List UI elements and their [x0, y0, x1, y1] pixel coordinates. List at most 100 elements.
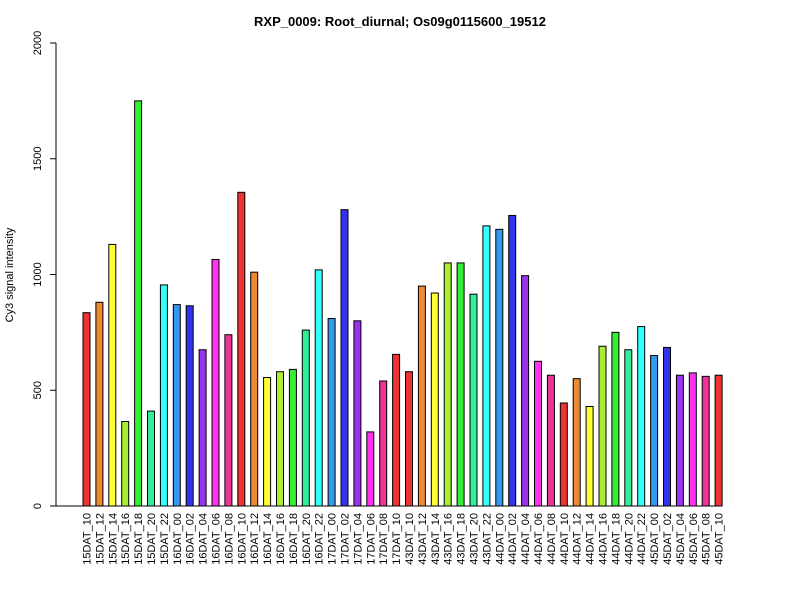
x-tick-label: 44DAT_12 — [572, 513, 584, 565]
bar — [95, 301, 104, 507]
bar — [353, 320, 362, 507]
x-tick-label: 16DAT_02 — [185, 513, 197, 565]
x-tick-label: 45DAT_02 — [662, 513, 674, 565]
x-tick-label: 16DAT_22 — [314, 513, 326, 565]
x-tick-label: 44DAT_04 — [520, 513, 532, 565]
x-tick-label: 45DAT_04 — [675, 513, 687, 565]
x-tick-label: 17DAT_02 — [340, 513, 352, 565]
bar — [147, 410, 155, 507]
bar — [185, 305, 194, 507]
x-tick-label: 44DAT_20 — [623, 513, 635, 565]
bar — [314, 269, 323, 507]
x-tick-label: 16DAT_06 — [211, 513, 223, 565]
bar — [159, 284, 168, 507]
y-axis: 0 500 1000 1500 2000 — [32, 31, 57, 509]
bar — [559, 402, 568, 507]
x-tick-label: 44DAT_22 — [636, 513, 648, 565]
x-tick-label: 44DAT_14 — [585, 513, 597, 565]
bar — [572, 378, 581, 507]
bar — [495, 228, 504, 507]
x-tick-label: 16DAT_10 — [236, 513, 248, 565]
bar — [624, 349, 633, 507]
bar — [82, 312, 91, 507]
bars-group — [82, 100, 723, 507]
bar — [288, 368, 297, 507]
x-tick-label: 17DAT_00 — [327, 513, 339, 565]
x-tick-label: 16DAT_20 — [301, 513, 313, 565]
y-axis-label: Cy3 signal intensity — [4, 227, 16, 322]
bar — [456, 262, 465, 507]
bar — [701, 375, 710, 507]
bar — [637, 326, 646, 507]
x-tick-label: 16DAT_16 — [275, 513, 287, 565]
bar — [301, 329, 310, 507]
x-tick-label: 17DAT_04 — [352, 513, 364, 565]
x-tick-label: 44DAT_18 — [610, 513, 622, 565]
bar — [611, 331, 620, 507]
bar — [443, 262, 452, 507]
x-tick-label: 16DAT_00 — [172, 513, 184, 565]
x-tick-label: 15DAT_22 — [159, 513, 171, 565]
x-tick-label: 43DAT_16 — [443, 513, 455, 565]
x-tick-label: 15DAT_20 — [146, 513, 158, 565]
x-tick-label: 15DAT_14 — [107, 513, 119, 565]
bar — [379, 380, 388, 507]
x-tick-label: 44DAT_08 — [546, 513, 558, 565]
bar — [521, 275, 530, 507]
y-tick-label: 1500 — [32, 147, 44, 171]
x-tick-label: 17DAT_10 — [391, 513, 403, 565]
y-tick-label: 500 — [32, 381, 44, 399]
bar — [263, 377, 272, 507]
x-tick-label: 44DAT_16 — [598, 513, 610, 565]
x-tick-label: 15DAT_12 — [94, 513, 106, 565]
x-tick-label: 45DAT_00 — [649, 513, 661, 565]
bar — [688, 372, 697, 507]
y-tick-label: 1000 — [32, 262, 44, 286]
x-tick-label: 15DAT_16 — [120, 513, 132, 565]
chart-title: RXP_0009: Root_diurnal; Os09g0115600_195… — [254, 14, 546, 29]
bar — [237, 191, 246, 507]
bar — [108, 243, 117, 507]
bar — [417, 285, 426, 507]
x-tick-label: 15DAT_18 — [133, 513, 145, 565]
bar — [508, 214, 517, 507]
x-tick-label: 16DAT_04 — [198, 513, 210, 565]
bar — [172, 304, 181, 507]
bar — [585, 405, 594, 507]
x-tick-label: 45DAT_08 — [701, 513, 713, 565]
x-tick-label: 45DAT_06 — [688, 513, 700, 565]
x-tick-label: 15DAT_10 — [82, 513, 94, 565]
bar — [598, 345, 607, 507]
x-tick-label: 43DAT_22 — [481, 513, 493, 565]
x-tick-label: 45DAT_10 — [714, 513, 726, 565]
x-tick-label: 43DAT_14 — [430, 513, 442, 565]
bar — [327, 317, 336, 507]
x-tick-label: 16DAT_08 — [223, 513, 235, 565]
y-tick-label: 2000 — [32, 31, 44, 55]
bar — [482, 225, 491, 507]
x-tick-label: 43DAT_12 — [417, 513, 429, 565]
x-tick-label: 44DAT_06 — [533, 513, 545, 565]
bar — [650, 355, 659, 507]
bar — [340, 209, 349, 507]
x-axis: 15DAT_10 15DAT_12 15DAT_14 15DAT_16 15DAT_18… — [56, 505, 726, 565]
bar — [276, 371, 284, 507]
bar — [675, 374, 684, 507]
y-tick-label: 0 — [32, 503, 44, 509]
bar — [714, 374, 723, 507]
x-tick-label: 43DAT_18 — [456, 513, 468, 565]
bar — [534, 360, 542, 507]
x-tick-label: 17DAT_08 — [378, 513, 390, 565]
bar — [224, 334, 233, 507]
bar — [121, 421, 130, 507]
x-tick-label: 16DAT_12 — [249, 513, 261, 565]
bar — [211, 258, 220, 507]
bar — [250, 271, 259, 507]
bar — [663, 346, 671, 507]
bar — [392, 353, 401, 507]
x-tick-label: 17DAT_06 — [365, 513, 377, 565]
bar — [469, 293, 478, 507]
x-tick-label: 16DAT_18 — [288, 513, 300, 565]
x-tick-label: 16DAT_14 — [262, 513, 274, 565]
